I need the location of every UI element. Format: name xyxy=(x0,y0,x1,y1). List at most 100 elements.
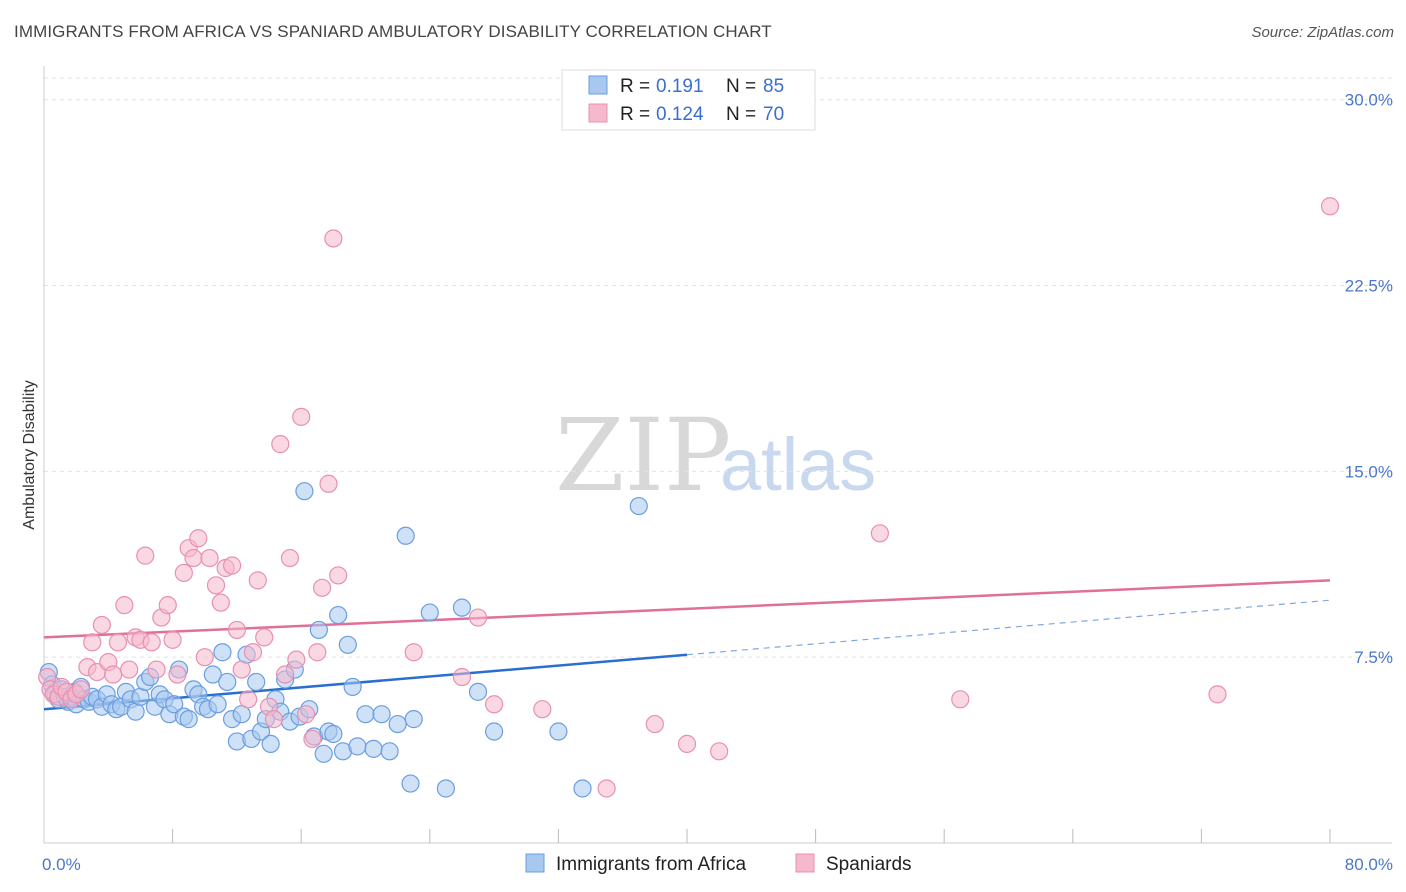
africa-point-73 xyxy=(388,714,407,734)
spaniard-point-17 xyxy=(120,660,139,679)
africa-point-75 xyxy=(401,774,420,793)
spaniard-point-67 xyxy=(951,690,970,709)
spaniard-point-40 xyxy=(243,643,263,662)
spaniard-point-61 xyxy=(533,700,552,719)
spaniard-point-34 xyxy=(211,593,230,612)
legend-n-label-africa: N = xyxy=(726,76,756,97)
watermark-atlas: atlas xyxy=(720,423,876,506)
legend-swatch-africa xyxy=(588,75,608,95)
watermark-zip: ZIP xyxy=(555,397,731,514)
africa-point-47 xyxy=(247,672,266,692)
trend-lines xyxy=(43,579,1331,711)
spaniard-point-33 xyxy=(206,576,226,595)
chart-title: IMMIGRANTS FROM AFRICA VS SPANIARD AMBUL… xyxy=(14,22,772,41)
africa-point-67 xyxy=(343,677,362,697)
africa-point-81 xyxy=(485,722,504,741)
spaniard-point-27 xyxy=(174,563,193,583)
legend-r-label-spaniards: R = xyxy=(620,104,650,125)
spaniard-point-8 xyxy=(71,680,91,699)
spaniard-point-57 xyxy=(404,643,423,662)
spaniard-point-30 xyxy=(189,529,208,548)
africa-point-79 xyxy=(452,598,472,617)
africa-point-71 xyxy=(372,705,391,724)
africa-point-72 xyxy=(380,742,399,761)
legend-n-label-spaniards: N = xyxy=(726,104,756,125)
bottom-legend-swatch-spaniards xyxy=(795,853,815,873)
spaniard-point-15 xyxy=(108,633,128,652)
spaniard-point-42 xyxy=(255,628,274,647)
stats-legend: R = 0.191 N = 85 R = 0.124 N = 70 xyxy=(561,69,816,131)
trend-line-africa-extension xyxy=(686,599,1331,656)
spaniard-point-41 xyxy=(248,571,267,590)
africa-point-61 xyxy=(314,744,333,763)
spaniard-point-24 xyxy=(158,596,177,615)
africa-point-30 xyxy=(165,695,184,714)
source-label: Source: ZipAtlas.com xyxy=(1251,24,1394,41)
spaniard-point-31 xyxy=(195,648,214,667)
axes: 7.5% 15.0% 22.5% 30.0% 0.0% 80.0% xyxy=(42,66,1393,874)
spaniard-point-59 xyxy=(468,608,488,627)
spaniard-point-14 xyxy=(104,665,123,684)
legend-swatch-spaniards xyxy=(588,103,608,123)
bottom-legend-swatch-africa xyxy=(525,853,545,873)
bottom-legend-label-spaniards: Spaniards xyxy=(826,854,912,875)
spaniard-point-20 xyxy=(136,546,155,565)
y-axis-label: Ambulatory Disability xyxy=(21,380,38,529)
spaniard-point-56 xyxy=(329,566,348,585)
spaniard-point-69 xyxy=(1208,685,1227,704)
spaniard-point-22 xyxy=(147,660,166,679)
africa-point-84 xyxy=(629,496,648,516)
y-tick-label-2: 22.5% xyxy=(1345,277,1393,296)
africa-point-33 xyxy=(179,710,198,729)
grid-lines xyxy=(44,77,1392,658)
spaniard-point-29 xyxy=(184,548,203,568)
spaniard-point-12 xyxy=(92,615,111,635)
africa-point-77 xyxy=(420,603,439,622)
spaniard-point-39 xyxy=(239,690,258,709)
spaniard-point-44 xyxy=(264,710,283,729)
spaniard-point-46 xyxy=(276,665,295,684)
legend-r-label-africa: R = xyxy=(620,76,650,97)
spaniard-point-10 xyxy=(83,633,102,652)
africa-point-74 xyxy=(396,526,415,545)
spaniard-point-66 xyxy=(870,524,890,543)
spaniard-point-36 xyxy=(222,556,242,575)
spaniard-point-50 xyxy=(296,705,316,724)
spaniard-point-65 xyxy=(710,742,729,761)
spaniard-point-45 xyxy=(271,435,290,454)
legend-r-value-africa: 0.191 xyxy=(656,76,704,97)
legend-r-value-spaniards: 0.124 xyxy=(656,104,704,125)
data-points xyxy=(38,197,1340,798)
spaniard-point-37 xyxy=(227,620,246,640)
spaniard-point-68 xyxy=(1320,197,1340,216)
y-tick-label-1: 15.0% xyxy=(1345,462,1393,481)
africa-point-38 xyxy=(203,665,222,684)
africa-point-50 xyxy=(261,734,280,753)
spaniard-point-55 xyxy=(324,229,343,248)
bottom-legend: Immigrants from Africa Spaniards xyxy=(525,853,912,875)
spaniard-point-62 xyxy=(597,779,616,798)
africa-point-57 xyxy=(295,482,314,501)
africa-point-64 xyxy=(329,605,348,625)
y-tick-label-0: 7.5% xyxy=(1354,648,1393,667)
bottom-legend-label-africa: Immigrants from Africa xyxy=(556,854,746,875)
africa-point-83 xyxy=(573,779,592,798)
spaniard-point-51 xyxy=(303,729,322,749)
africa-point-63 xyxy=(324,724,343,744)
x-tick-label-1: 80.0% xyxy=(1345,855,1393,874)
spaniard-point-58 xyxy=(452,667,472,687)
africa-point-82 xyxy=(549,722,568,741)
legend-n-value-africa: 85 xyxy=(763,76,784,97)
spaniard-point-21 xyxy=(142,633,161,652)
africa-point-66 xyxy=(338,635,357,654)
spaniard-point-48 xyxy=(287,650,306,669)
africa-point-76 xyxy=(404,710,423,729)
africa-point-68 xyxy=(348,737,367,756)
legend-n-value-spaniards: 70 xyxy=(763,104,784,125)
africa-point-39 xyxy=(208,695,227,714)
y-tick-label-3: 30.0% xyxy=(1345,91,1393,110)
spaniard-point-25 xyxy=(163,630,182,649)
spaniard-point-26 xyxy=(168,665,187,684)
spaniard-point-16 xyxy=(115,596,134,615)
